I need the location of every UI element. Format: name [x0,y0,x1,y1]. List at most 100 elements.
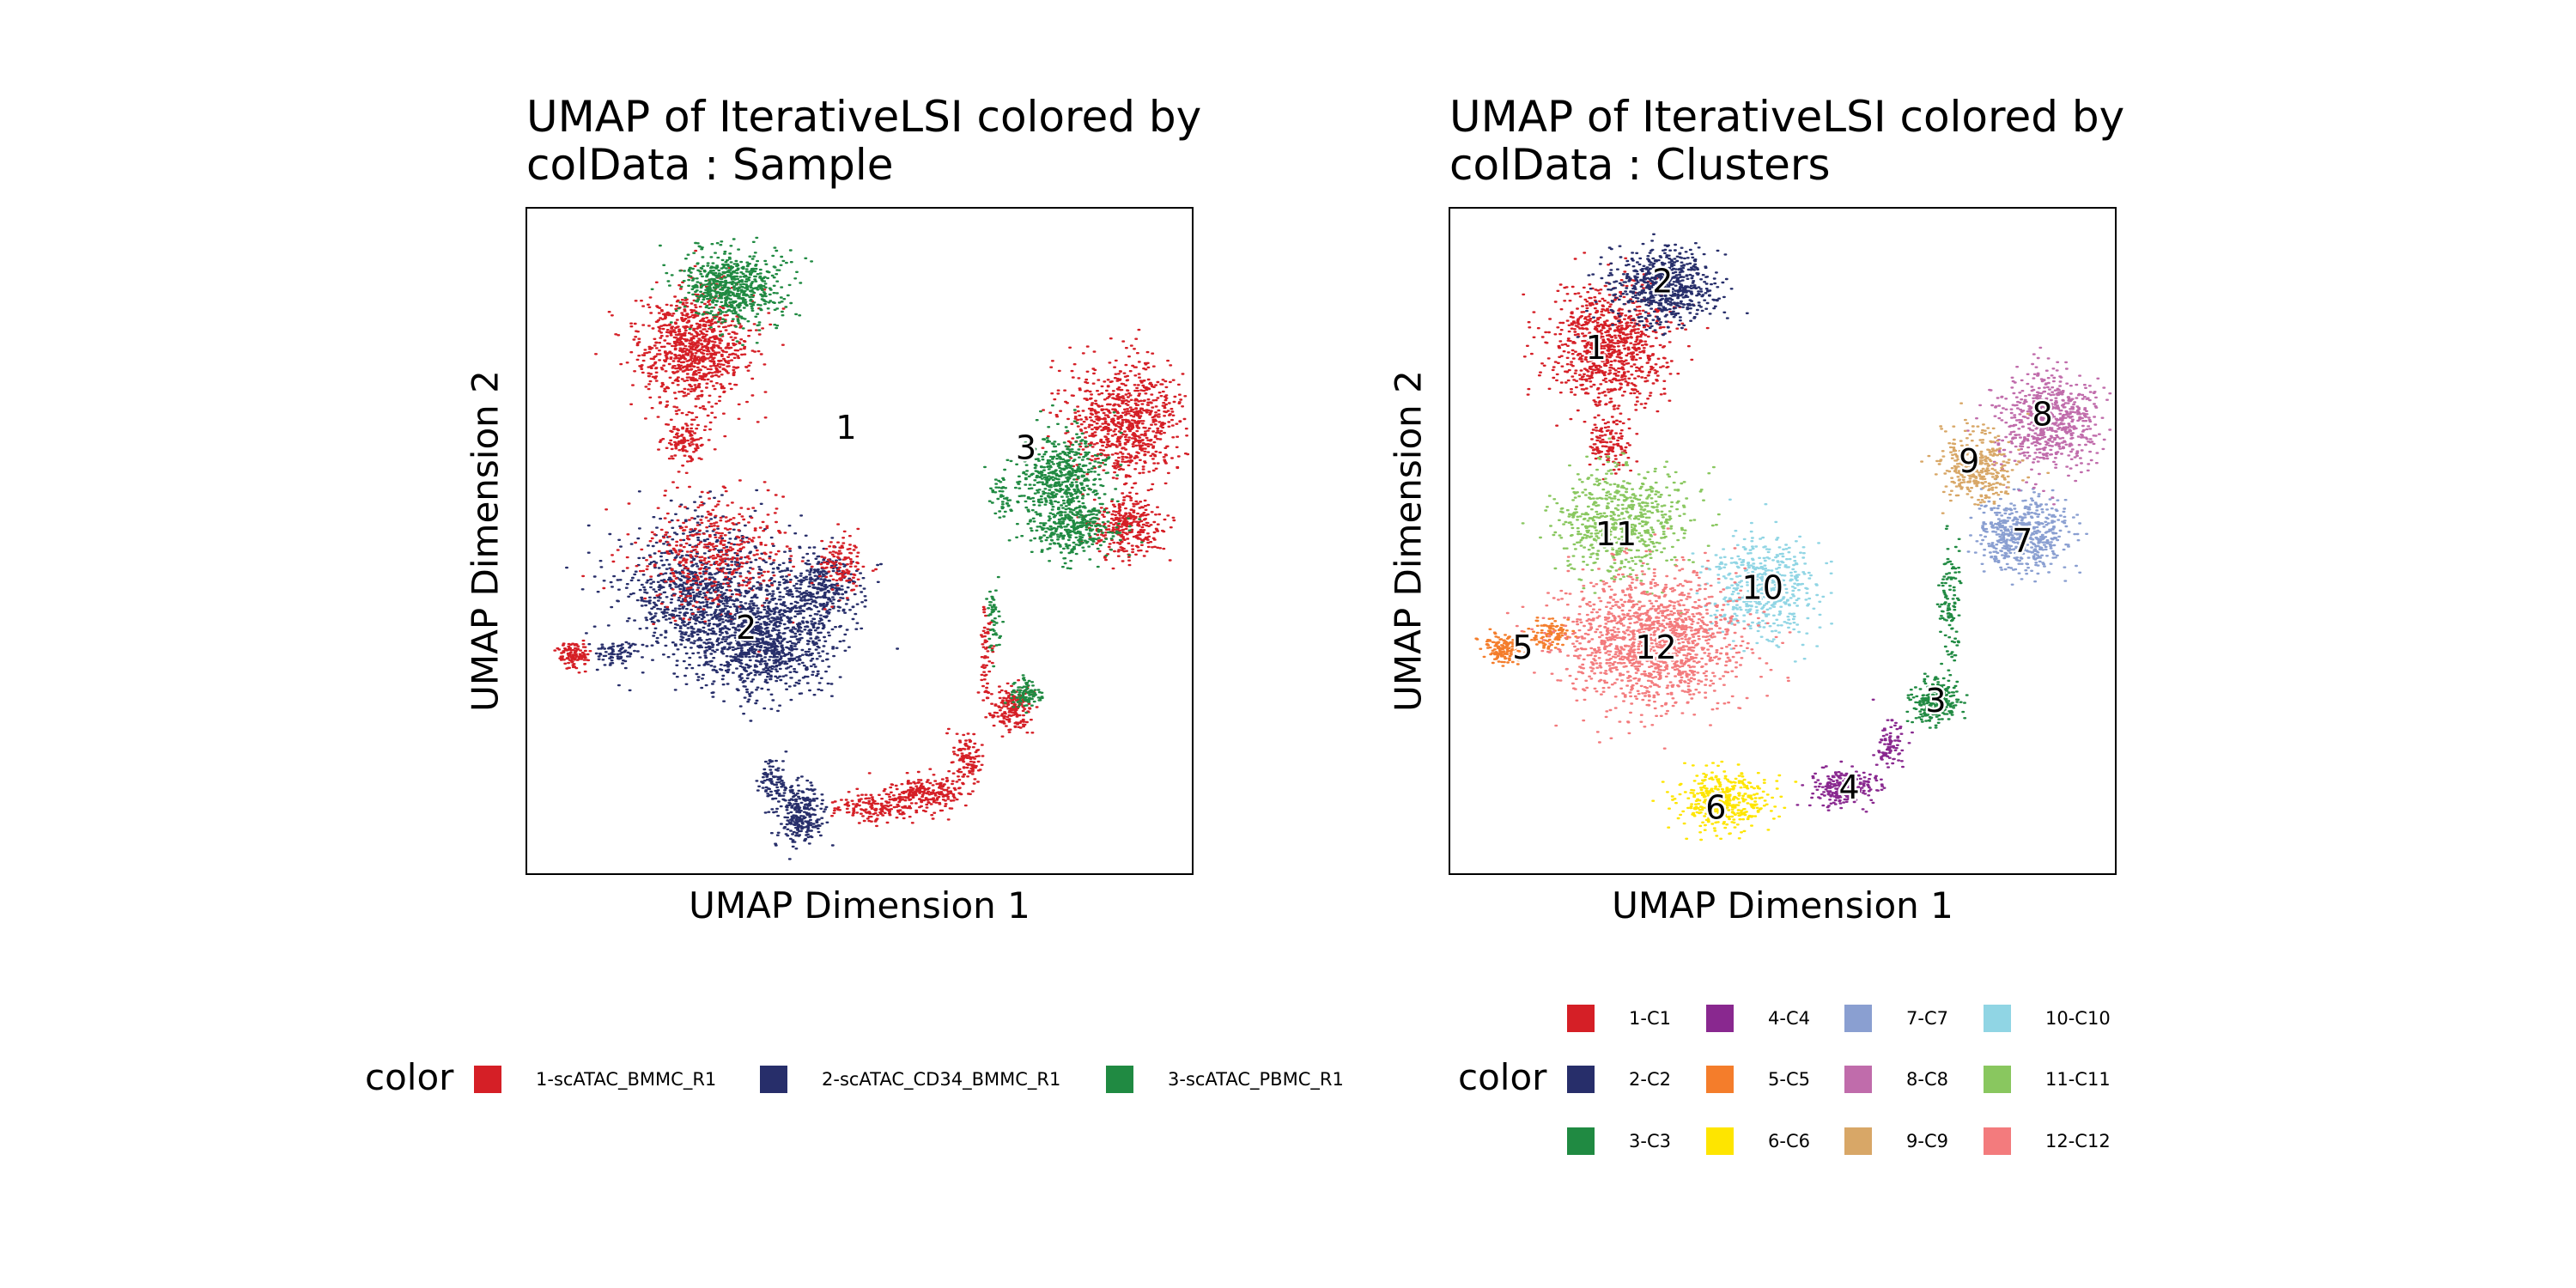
legend-item: 8-C8 [1844,1066,1948,1093]
point-cloud-1 [581,458,841,653]
legend-swatch [1844,1127,1872,1155]
legend-label: 2-scATAC_CD34_BMMC_R1 [822,1069,1061,1090]
legend-label: 7-C7 [1906,1008,1948,1029]
legend-item: 6-C6 [1706,1127,1810,1155]
legend-item: 1-C1 [1567,1005,1671,1032]
cluster-label: 5 [1512,629,1533,666]
point-cloud-2 [594,641,644,671]
legend-label: 1-scATAC_BMMC_R1 [536,1069,717,1090]
plot-frame [1449,207,2117,875]
cluster-label: 6 [1705,788,1726,826]
legend-title: color [365,1056,454,1098]
point-cloud-4 [1871,698,1914,791]
point-cloud-1 [976,605,996,719]
legend-item: 4-C4 [1706,1005,1810,1032]
cluster-label: 3 [1016,428,1036,466]
legend-item: 9-C9 [1844,1127,1948,1155]
scatter-plot-sample: 1 2 3 [526,207,1194,875]
chart-title: UMAP of IterativeLSI colored by colData … [1449,92,2125,190]
point-cloud-3 [991,404,1123,562]
points-layer [553,236,1190,860]
point-cloud-1 [1588,404,1639,481]
cluster-label: 3 [1925,682,1946,720]
point-cloud-1 [810,523,878,611]
cluster-label: 9 [1959,442,1979,480]
legend-swatch [1106,1066,1133,1093]
legend-item: 7-C7 [1844,1005,1948,1032]
legend-swatch [1567,1066,1595,1093]
point-cloud-2 [763,775,835,860]
legend-swatch [1567,1127,1595,1155]
y-axis-label: UMAP Dimension 2 [1387,370,1430,712]
legend-title: color [1458,1056,1547,1098]
point-cloud-3 [1003,674,1044,714]
legend-item: 2-C2 [1567,1066,1671,1093]
points-layer [1474,233,2112,841]
legend-label: 12-C12 [2045,1131,2111,1151]
point-cloud-3 [1006,483,1144,570]
legend-swatch [1984,1066,2011,1093]
legend-swatch [474,1066,501,1093]
point-cloud-1 [830,787,919,828]
cluster-label: 10 [1742,568,1783,606]
cluster-label: 2 [736,609,756,647]
legend-swatch [1984,1127,2011,1155]
legend-label: 3-scATAC_PBMC_R1 [1168,1069,1344,1090]
point-cloud-3 [1905,672,1969,729]
legend-item: 2-scATAC_CD34_BMMC_R1 [760,1066,1060,1093]
legend-item: 1-scATAC_BMMC_R1 [474,1066,716,1093]
point-cloud-9 [1920,402,2050,514]
point-cloud-10 [1691,498,1834,663]
point-cloud-8 [1965,346,2112,506]
legend-label: 3-C3 [1629,1131,1671,1151]
cluster-label: 4 [1839,769,1860,806]
point-cloud-5 [1522,617,1578,650]
legend-item: 10-C10 [1984,1005,2111,1032]
cluster-label: 2 [1652,262,1673,300]
cluster-label: 11 [1595,515,1637,553]
legend-swatch [1706,1066,1734,1093]
legend-label: 5-C5 [1768,1069,1810,1090]
point-cloud-12 [1505,527,1792,750]
x-axis-label: UMAP Dimension 1 [689,884,1030,927]
point-cloud-1 [594,249,786,438]
legend-item: 5-C5 [1706,1066,1810,1093]
legend-label: 2-C2 [1629,1069,1671,1090]
point-cloud-2 [759,534,883,639]
legend-swatch [760,1066,787,1093]
umap-sample-panel: UMAP of IterativeLSI colored by colData … [365,92,1344,1098]
point-cloud-2 [1576,233,1749,338]
legend-swatch [1844,1066,1872,1093]
legend-swatch [1706,1127,1734,1155]
y-axis-label: UMAP Dimension 2 [464,370,507,712]
legend-label: 6-C6 [1768,1131,1810,1151]
chart-title: UMAP of IterativeLSI colored by colData … [526,92,1202,190]
legend-label: 1-C1 [1629,1008,1671,1029]
point-cloud-6 [1651,760,1798,841]
legend-item: 11-C11 [1984,1066,2111,1093]
cluster-label: 1 [835,409,856,447]
cluster-label: 8 [2032,396,2053,434]
point-cloud-2 [755,750,801,813]
point-cloud-2 [661,559,900,715]
legend-label: 9-C9 [1906,1131,1948,1151]
point-cloud-11 [1521,437,1721,615]
point-cloud-7 [1966,477,2089,586]
legend-item: 3-scATAC_PBMC_R1 [1106,1066,1344,1093]
cluster-label: 7 [2012,522,2032,560]
legend-swatch [1844,1005,1872,1032]
legend-label: 11-C11 [2045,1069,2111,1090]
cluster-labels-layer: 1 2 3 [733,407,1038,649]
legend-label: 8-C8 [1906,1069,1948,1090]
legend-swatch [1984,1005,2011,1032]
point-cloud-1 [1076,491,1176,570]
legend-swatch [1567,1005,1595,1032]
point-cloud-1 [945,727,985,796]
point-cloud-1 [1041,328,1190,506]
legend-label: 4-C4 [1768,1008,1810,1029]
cluster-label: 12 [1635,629,1676,666]
plot-frame [526,207,1194,875]
x-axis-label: UMAP Dimension 1 [1612,884,1953,927]
